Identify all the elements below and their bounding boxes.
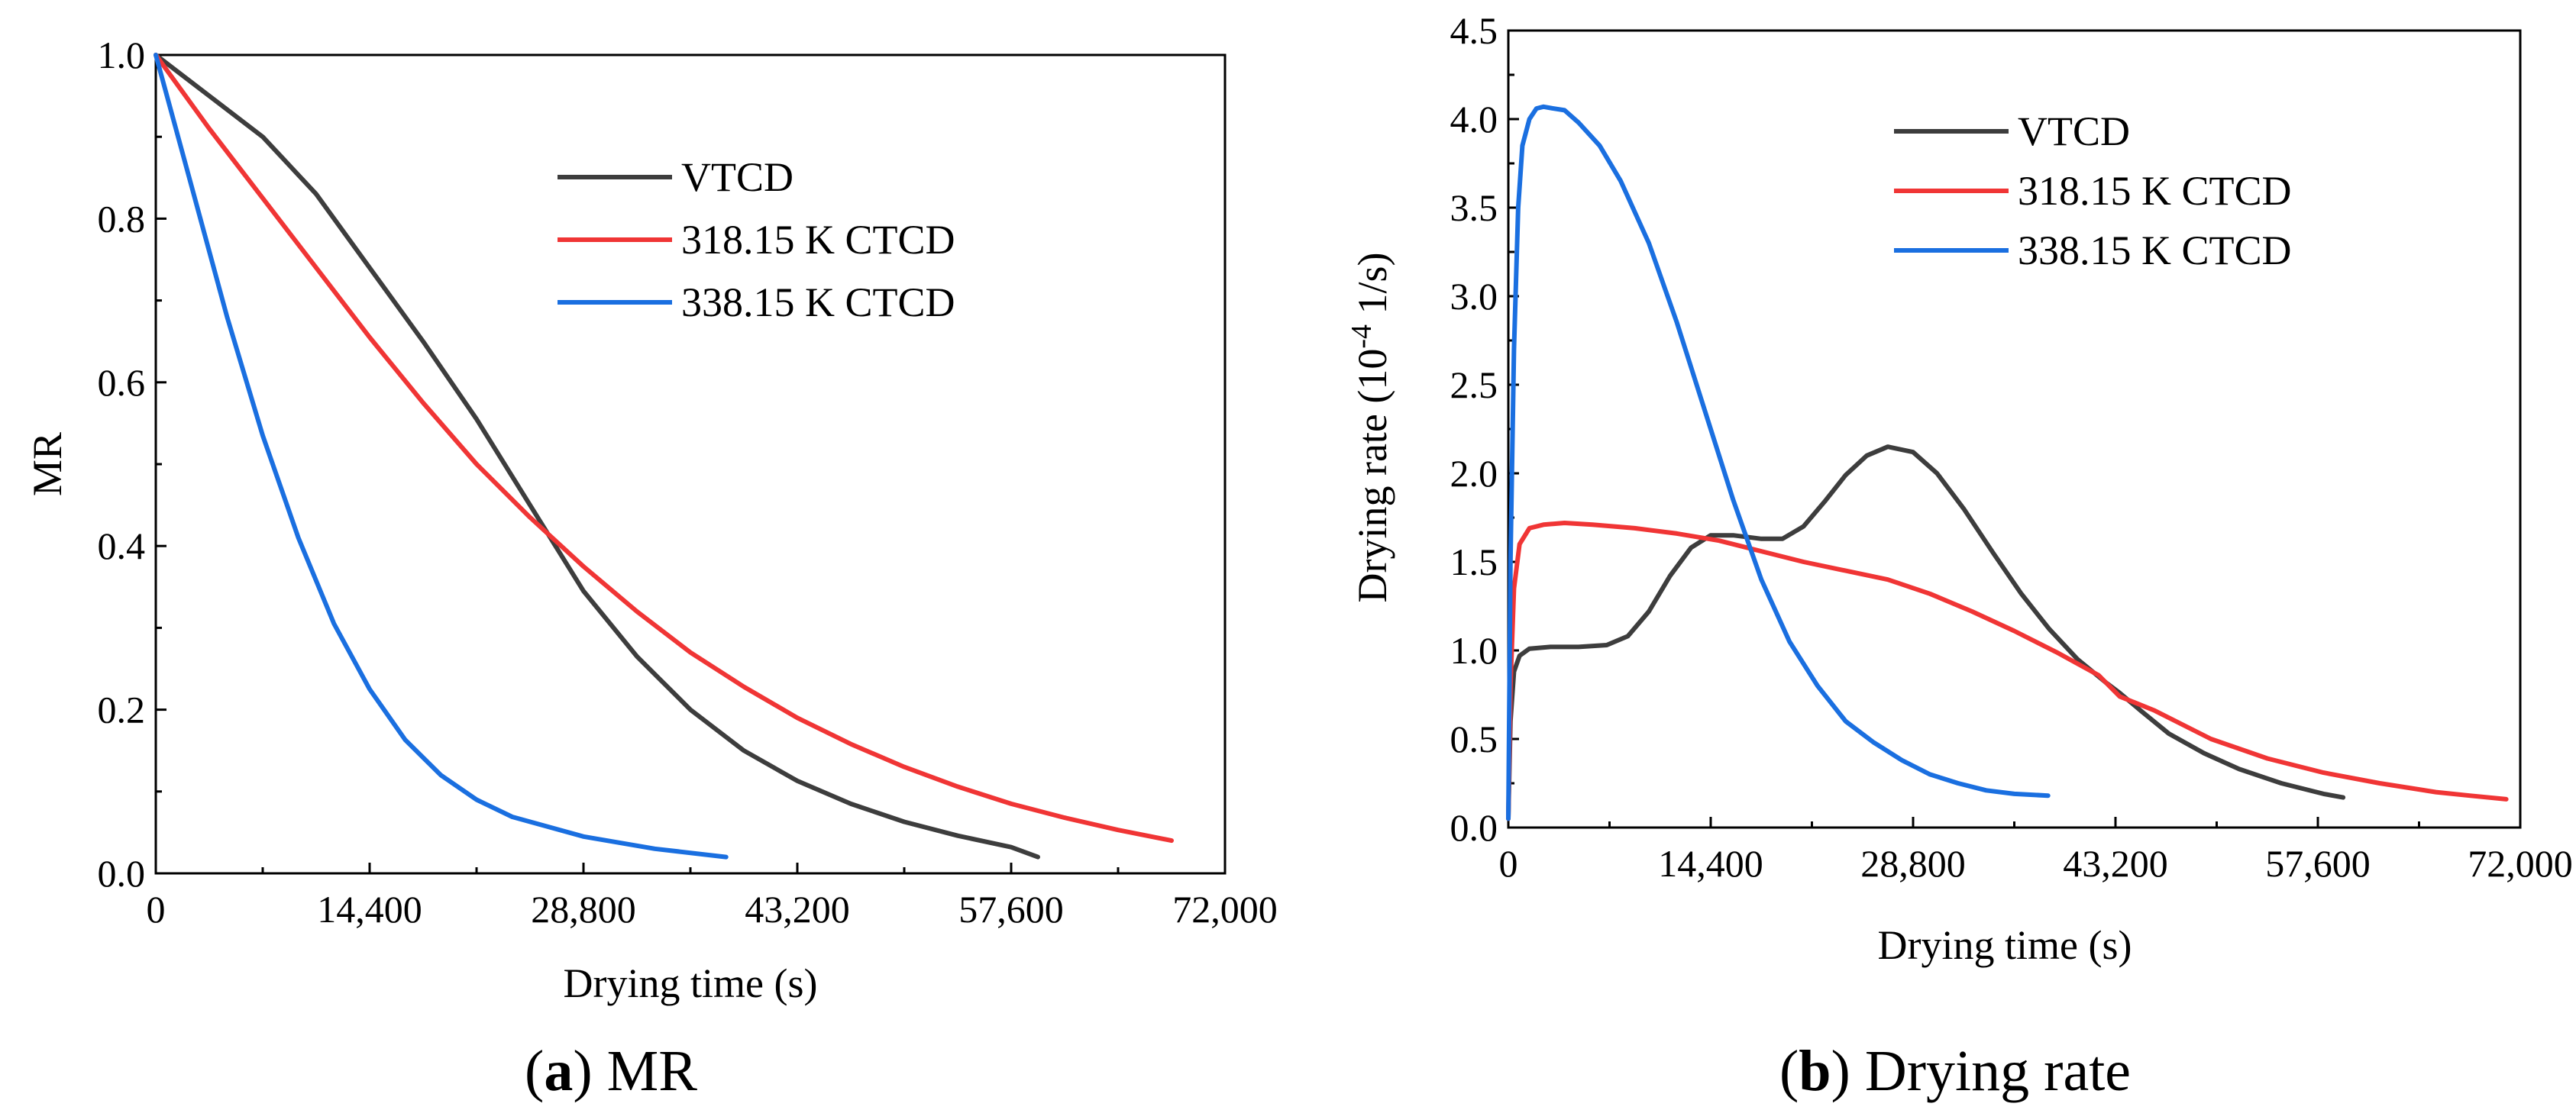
panel-drying-rate: 0 14,400 28,800 43,200 57,600 72,000 0.0 0.5 1.0…: [1346, 9, 2573, 1103]
series-vtcd-mr: [154, 53, 1040, 860]
x-tick-label-mr: 57,600: [958, 888, 1064, 931]
legend-label-vtcd-rate: VTCD: [2018, 108, 2130, 154]
caption-mr: (a) MR: [525, 1039, 697, 1103]
caption-letter-b: b: [1799, 1039, 1831, 1103]
series-338-15-k-ctcd-rate: [1506, 104, 2051, 821]
y-tick-label-rate: 3.5: [1450, 186, 1498, 229]
legend-mr: VTCD 318.15 K CTCD 338.15 K CTCD: [558, 154, 955, 325]
y-tick-label-rate: 1.5: [1450, 540, 1498, 583]
legend-rate: VTCD 318.15 K CTCD 338.15 K CTCD: [1894, 108, 2292, 273]
legend-label-338-15-k-ctcd-rate: 338.15 K CTCD: [2018, 227, 2292, 273]
caption-text-b: Drying rate: [1850, 1039, 2131, 1103]
x-axis-title-rate: Drying time (s): [1878, 922, 2132, 968]
y-tick-label-mr: 0.2: [98, 689, 146, 731]
axis-ticks-mr: 0 14,400 28,800 43,200 57,600 72,000 0.0 0.2 0.4…: [98, 34, 1278, 931]
caption-rate: (b) Drying rate: [1779, 1039, 2131, 1103]
y-axis-title-rate-sup: -4: [1346, 324, 1378, 349]
series-vtcd-rate: [1506, 444, 2346, 821]
legend-label-338-15-k-ctcd-mr: 338.15 K CTCD: [681, 279, 955, 325]
x-tick-label-rate: 0: [1499, 842, 1518, 885]
series-318-15-k-ctcd-mr: [154, 53, 1174, 844]
series-318-15-k-ctcd-rate: [1506, 521, 2509, 821]
x-tick-label-rate: 43,200: [2063, 842, 2168, 885]
axis-ticks-rate: 0 14,400 28,800 43,200 57,600 72,000 0.0 0.5 1.0…: [1450, 9, 2573, 885]
y-tick-label-mr: 1.0: [98, 34, 146, 76]
y-tick-label-rate: 0.5: [1450, 718, 1498, 760]
y-tick-label-rate: 2.5: [1450, 363, 1498, 406]
caption-letter-a: a: [544, 1039, 573, 1103]
x-tick-label-rate: 28,800: [1860, 842, 1966, 885]
y-axis-title-mr: MR: [24, 432, 70, 496]
y-axis-title-rate: Drying rate (10-4 1/s): [1346, 252, 1395, 602]
y-tick-label-rate: 4.5: [1450, 9, 1498, 52]
legend-label-vtcd-mr: VTCD: [681, 154, 793, 200]
y-tick-label-rate: 1.0: [1450, 629, 1498, 672]
y-axis-title-rate-tail: 1/s): [1349, 252, 1395, 324]
x-tick-label-mr: 14,400: [317, 888, 422, 931]
y-tick-label-rate: 4.0: [1450, 98, 1498, 140]
x-axis-title-mr: Drying time (s): [564, 960, 818, 1006]
x-tick-label-rate: 57,600: [2265, 842, 2371, 885]
plot-frame-rate: [1507, 29, 2522, 829]
x-tick-label-mr: 0: [147, 888, 166, 931]
y-tick-label-mr: 0.0: [98, 852, 146, 895]
legend-label-318-15-k-ctcd-mr: 318.15 K CTCD: [681, 217, 955, 263]
series-338-15-k-ctcd-mr: [154, 53, 729, 860]
caption-text-a: MR: [593, 1039, 698, 1103]
series-layer-rate: [1506, 104, 2509, 821]
y-tick-label-mr: 0.6: [98, 361, 146, 404]
y-tick-label-rate: 3.0: [1450, 275, 1498, 318]
legend-label-318-15-k-ctcd-rate: 318.15 K CTCD: [2018, 168, 2292, 214]
y-tick-label-mr: 0.8: [98, 197, 146, 240]
x-tick-label-rate: 72,000: [2468, 842, 2573, 885]
x-tick-label-mr: 28,800: [531, 888, 636, 931]
y-tick-label-rate: 0.0: [1450, 806, 1498, 849]
x-tick-label-rate: 14,400: [1658, 842, 1763, 885]
x-tick-label-mr: 72,000: [1172, 888, 1278, 931]
x-tick-label-mr: 43,200: [745, 888, 850, 931]
panel-mr: 0 14,400 28,800 43,200 57,600 72,000 0.0 0.2 0.4…: [24, 34, 1278, 1103]
y-tick-label-mr: 0.4: [98, 524, 146, 567]
series-layer-mr: [154, 53, 1174, 860]
y-axis-title-rate-main: Drying rate (10: [1349, 349, 1395, 603]
y-tick-label-rate: 2.0: [1450, 452, 1498, 495]
